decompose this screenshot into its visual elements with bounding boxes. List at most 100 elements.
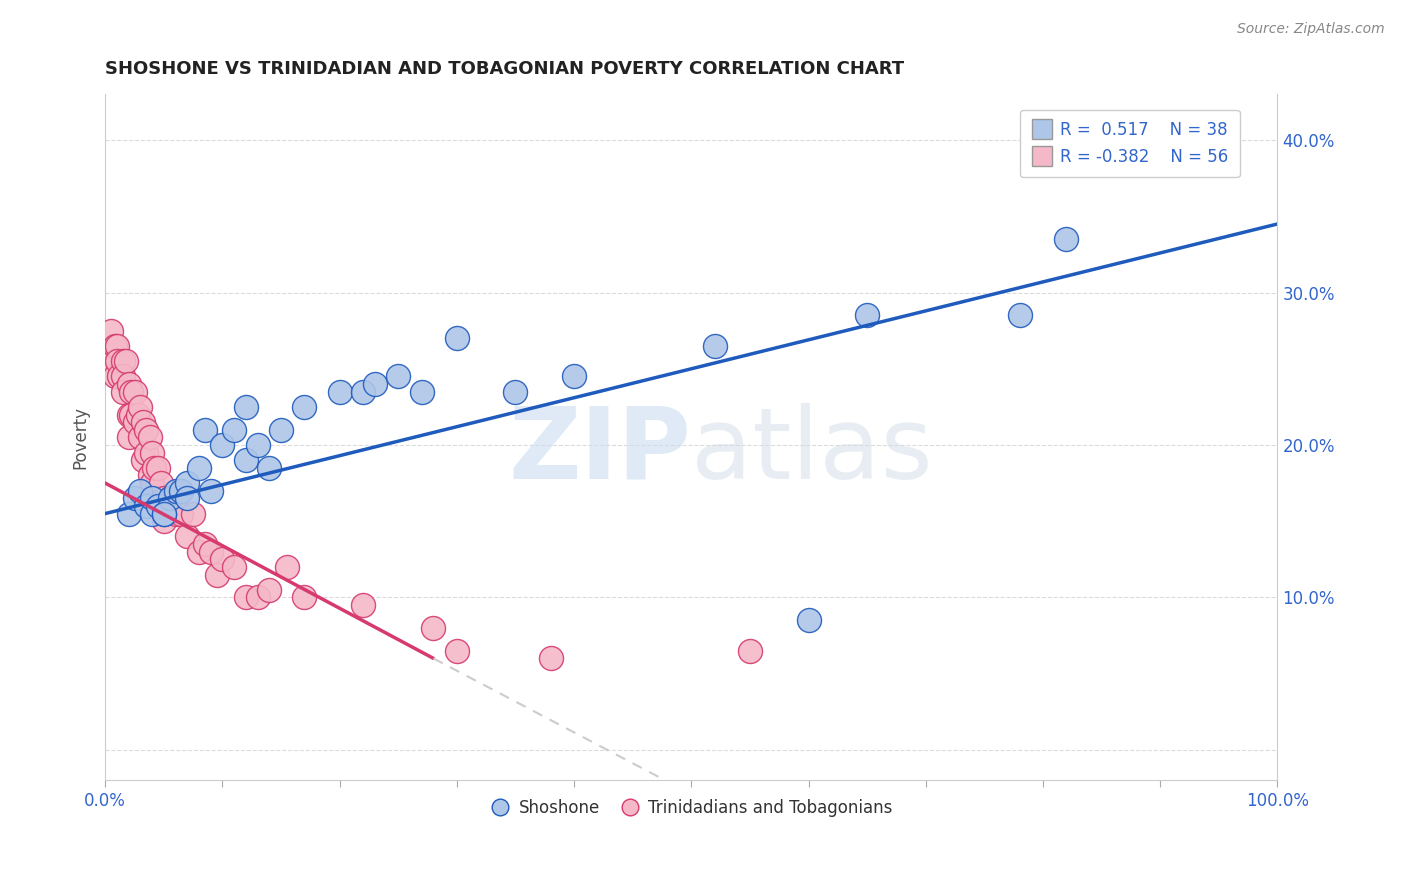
Point bbox=[141, 476, 163, 491]
Point bbox=[139, 430, 162, 444]
Point bbox=[139, 468, 162, 483]
Point bbox=[104, 369, 127, 384]
Point bbox=[159, 491, 181, 506]
Point bbox=[124, 491, 146, 506]
Point bbox=[141, 507, 163, 521]
Point bbox=[364, 377, 387, 392]
Point bbox=[446, 331, 468, 345]
Legend: Shoshone, Trinidadians and Tobagonians: Shoshone, Trinidadians and Tobagonians bbox=[484, 792, 898, 823]
Point bbox=[224, 560, 246, 574]
Point bbox=[129, 400, 152, 414]
Point bbox=[294, 591, 316, 605]
Point bbox=[205, 567, 228, 582]
Point bbox=[165, 483, 187, 498]
Point bbox=[153, 507, 176, 521]
Point bbox=[235, 400, 257, 414]
Point bbox=[124, 415, 146, 429]
Point bbox=[188, 460, 211, 475]
Point bbox=[505, 384, 527, 399]
Point bbox=[146, 499, 169, 513]
Text: atlas: atlas bbox=[692, 402, 934, 500]
Point bbox=[329, 384, 352, 399]
Point bbox=[352, 384, 374, 399]
Point bbox=[235, 591, 257, 605]
Point bbox=[181, 507, 204, 521]
Point bbox=[270, 423, 292, 437]
Point bbox=[176, 491, 198, 506]
Point bbox=[143, 460, 166, 475]
Point bbox=[108, 369, 131, 384]
Point bbox=[211, 438, 233, 452]
Point bbox=[118, 377, 141, 392]
Point bbox=[276, 560, 298, 574]
Point bbox=[129, 430, 152, 444]
Point bbox=[200, 544, 222, 558]
Point bbox=[100, 354, 122, 368]
Point bbox=[135, 499, 157, 513]
Point bbox=[259, 460, 281, 475]
Point bbox=[246, 591, 269, 605]
Point bbox=[259, 582, 281, 597]
Point bbox=[856, 309, 879, 323]
Point bbox=[170, 483, 193, 498]
Point bbox=[422, 621, 444, 635]
Point bbox=[118, 408, 141, 422]
Point bbox=[153, 514, 176, 528]
Point bbox=[132, 453, 155, 467]
Point bbox=[235, 453, 257, 467]
Point bbox=[146, 460, 169, 475]
Point bbox=[141, 491, 163, 506]
Point bbox=[141, 445, 163, 459]
Point bbox=[104, 339, 127, 353]
Point bbox=[159, 491, 181, 506]
Point bbox=[387, 369, 409, 384]
Point bbox=[153, 507, 176, 521]
Text: SHOSHONE VS TRINIDADIAN AND TOBAGONIAN POVERTY CORRELATION CHART: SHOSHONE VS TRINIDADIAN AND TOBAGONIAN P… bbox=[105, 60, 904, 78]
Point bbox=[176, 476, 198, 491]
Point bbox=[115, 354, 138, 368]
Point bbox=[150, 476, 173, 491]
Point bbox=[738, 644, 761, 658]
Point bbox=[188, 544, 211, 558]
Point bbox=[135, 445, 157, 459]
Point bbox=[797, 613, 820, 627]
Point bbox=[124, 384, 146, 399]
Point bbox=[703, 339, 725, 353]
Point bbox=[224, 423, 246, 437]
Y-axis label: Poverty: Poverty bbox=[72, 406, 89, 469]
Point bbox=[120, 408, 142, 422]
Point bbox=[111, 384, 134, 399]
Point bbox=[170, 507, 193, 521]
Point bbox=[153, 491, 176, 506]
Point bbox=[118, 507, 141, 521]
Point bbox=[132, 415, 155, 429]
Point bbox=[1008, 309, 1031, 323]
Point bbox=[146, 491, 169, 506]
Point bbox=[194, 423, 217, 437]
Point bbox=[176, 529, 198, 543]
Point bbox=[127, 408, 149, 422]
Point bbox=[105, 339, 128, 353]
Text: Source: ZipAtlas.com: Source: ZipAtlas.com bbox=[1237, 22, 1385, 37]
Point bbox=[105, 354, 128, 368]
Text: ZIP: ZIP bbox=[509, 402, 692, 500]
Point bbox=[446, 644, 468, 658]
Point bbox=[1054, 232, 1077, 246]
Point bbox=[540, 651, 562, 665]
Point bbox=[165, 507, 187, 521]
Point bbox=[200, 483, 222, 498]
Point bbox=[100, 324, 122, 338]
Point bbox=[135, 423, 157, 437]
Point bbox=[111, 369, 134, 384]
Point bbox=[120, 384, 142, 399]
Point bbox=[562, 369, 585, 384]
Point bbox=[352, 598, 374, 612]
Point bbox=[246, 438, 269, 452]
Point bbox=[211, 552, 233, 566]
Point bbox=[118, 430, 141, 444]
Point bbox=[411, 384, 433, 399]
Point bbox=[129, 483, 152, 498]
Point bbox=[111, 354, 134, 368]
Point bbox=[194, 537, 217, 551]
Point bbox=[294, 400, 316, 414]
